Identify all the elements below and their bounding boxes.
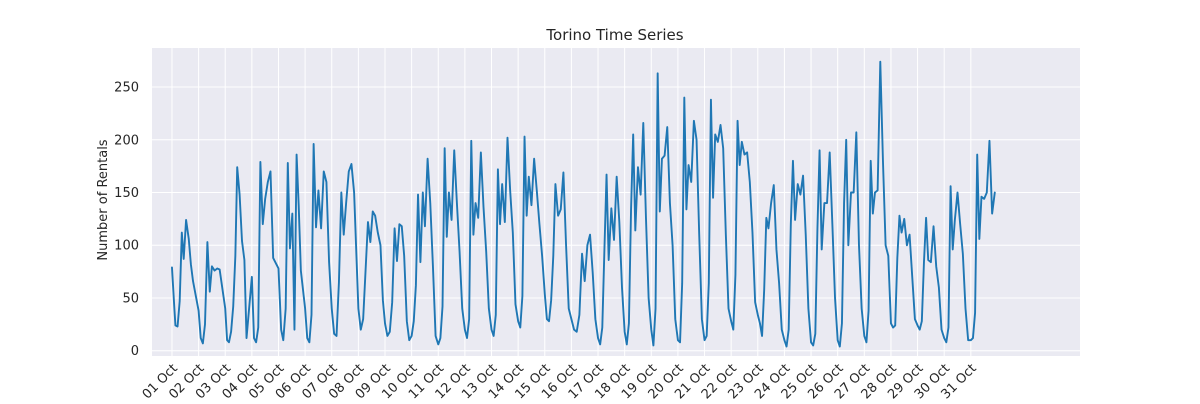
gridlines [152, 48, 1080, 356]
y-axis-title: Number of Rentals [96, 139, 111, 260]
y-tick-label: 200 [114, 133, 139, 148]
series-line [171, 60, 996, 348]
y-tick-label: 100 [114, 239, 139, 254]
y-axis-ticks: 0 50 100 150 200 250 [114, 81, 139, 360]
y-tick-label: 150 [114, 186, 139, 201]
y-tick-label: 50 [122, 291, 139, 306]
y-tick-label: 250 [114, 81, 139, 96]
y-tick-label: 0 [131, 344, 139, 359]
chart-title: Torino Time Series [545, 26, 683, 44]
series-layer [171, 60, 996, 348]
